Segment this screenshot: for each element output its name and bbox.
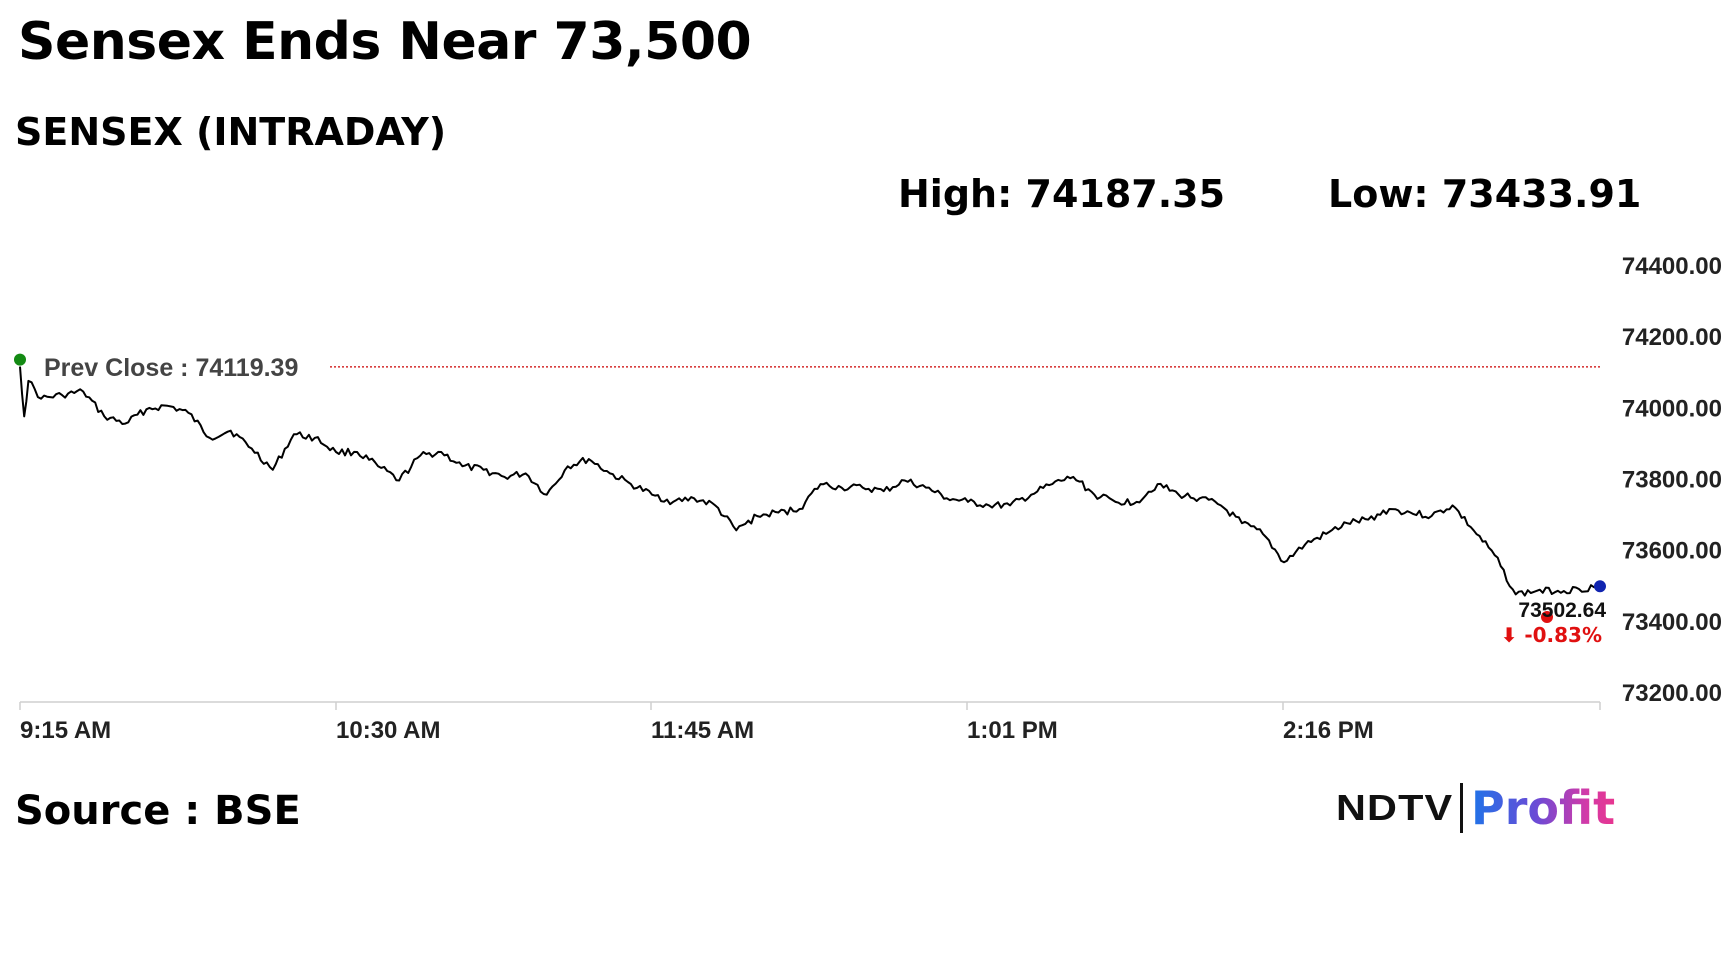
source-label: Source : BSE: [15, 788, 301, 834]
y-tick-label: 73200.00: [1622, 680, 1722, 707]
x-axis: 9:15 AM 10:30 AM 11:45 AM 1:01 PM 2:16 PM: [19, 702, 1601, 744]
intraday-chart: 74400.00 74200.00 74000.00 73800.00 73600.00…: [14, 253, 1722, 744]
start-marker: [14, 353, 26, 366]
x-tick-label: 11:45 AM: [651, 717, 754, 744]
x-tick-label: 10:30 AM: [336, 717, 440, 744]
y-tick-label: 73600.00: [1622, 538, 1722, 565]
low-marker: [1541, 611, 1553, 623]
ndtv-profit-logo: NDTV Profit: [1336, 780, 1615, 836]
x-tick-label: 1:01 PM: [967, 717, 1058, 744]
y-tick-label: 74400.00: [1622, 253, 1722, 280]
y-axis: 74400.00 74200.00 74000.00 73800.00 73600.00…: [1622, 253, 1722, 707]
sensex-series-line: [19, 366, 1601, 597]
chart-subtitle: SENSEX (INTRADAY): [15, 110, 447, 154]
y-tick-label: 74200.00: [1622, 324, 1722, 351]
y-tick-label: 73800.00: [1622, 467, 1722, 494]
prev-close-label: Prev Close : 74119.39: [44, 354, 298, 382]
x-tick-label: 2:16 PM: [1283, 717, 1374, 744]
intraday-low: Low: 73433.91: [1328, 172, 1642, 216]
down-arrow-icon: ⬇: [1501, 623, 1518, 647]
x-tick-label: 9:15 AM: [20, 717, 111, 744]
headline: Sensex Ends Near 73,500: [18, 12, 752, 72]
change-label: ⬇ -0.83%: [1501, 623, 1602, 647]
y-tick-label: 74000.00: [1622, 395, 1722, 422]
last-price-marker: [1594, 580, 1606, 593]
logo-ndtv: NDTV: [1336, 787, 1454, 828]
logo-divider: [1460, 783, 1463, 833]
last-price-label: 73502.64: [1518, 599, 1606, 622]
change-value: -0.83%: [1524, 623, 1602, 647]
logo-profit: Profit: [1471, 781, 1616, 835]
y-tick-label: 73400.00: [1622, 609, 1722, 636]
intraday-high: High: 74187.35: [898, 172, 1226, 216]
